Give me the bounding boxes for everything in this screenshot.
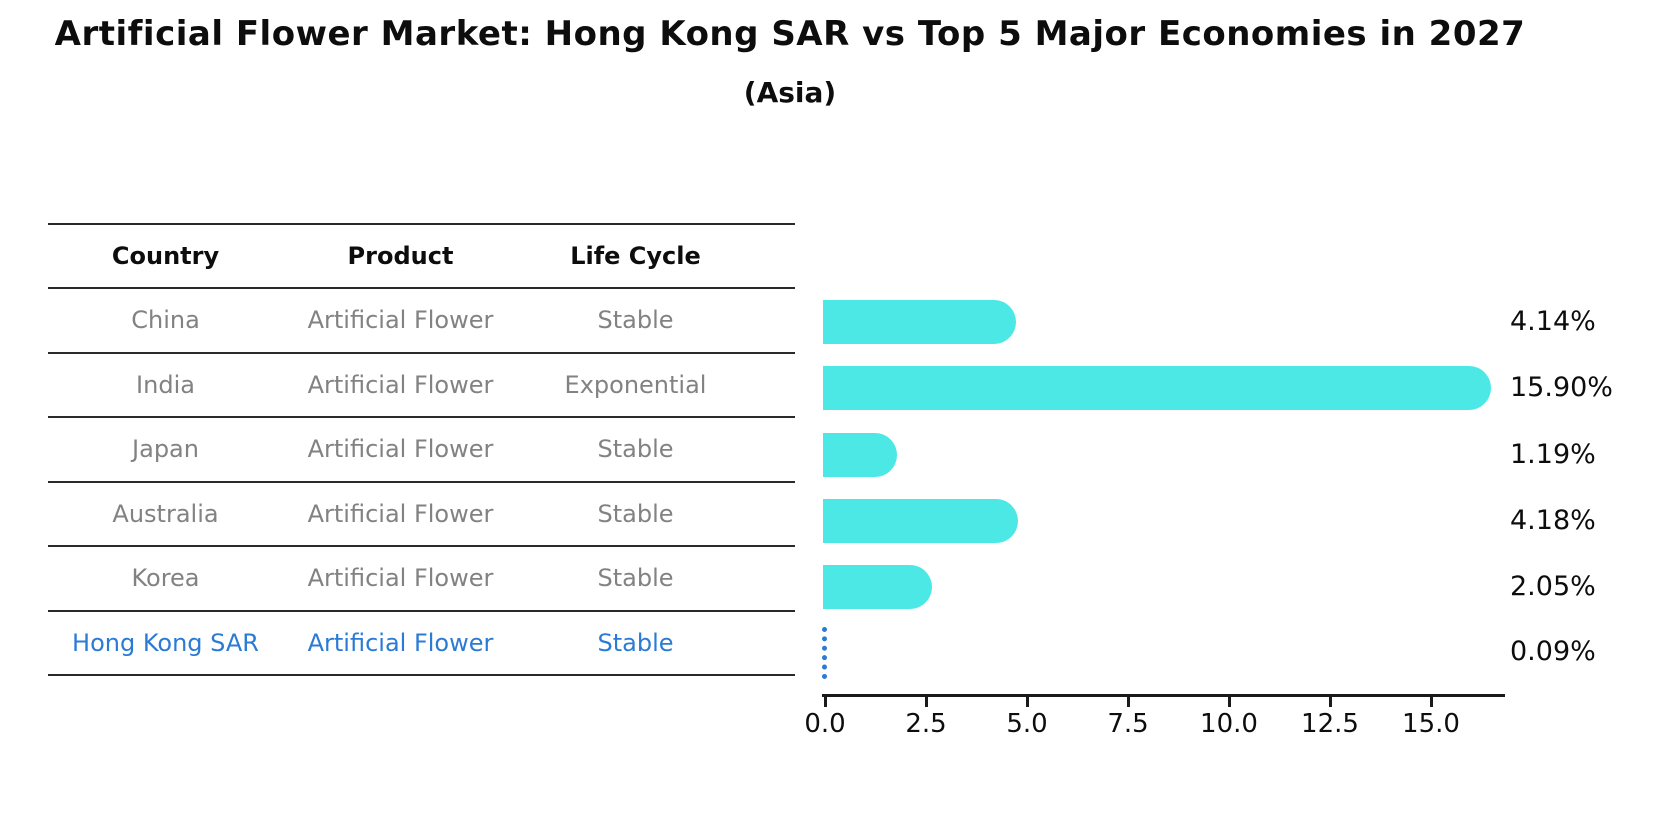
table-header-row: Country Product Life Cycle bbox=[48, 225, 795, 289]
bar-australia bbox=[823, 499, 1018, 543]
cell-product: Artificial Flower bbox=[307, 370, 494, 399]
table-row-china: China Artificial Flower Stable bbox=[48, 289, 795, 354]
cell-life-cycle: Stable bbox=[597, 564, 674, 593]
table-row-korea: Korea Artificial Flower Stable bbox=[48, 547, 795, 612]
cell-country: Japan bbox=[132, 435, 199, 464]
x-axis-tick-label: 5.0 bbox=[1006, 709, 1048, 739]
cell-country: Hong Kong SAR bbox=[72, 628, 259, 657]
value-label-china: 4.14% bbox=[1510, 306, 1596, 337]
bar-hong-kong-sar bbox=[822, 627, 827, 679]
x-axis-tick bbox=[1329, 697, 1332, 707]
column-header-country: Country bbox=[111, 242, 220, 270]
cell-product: Artificial Flower bbox=[307, 628, 494, 657]
value-label-hong-kong-sar: 0.09% bbox=[1510, 636, 1596, 667]
cell-life-cycle: Stable bbox=[597, 628, 674, 657]
value-label-india: 15.90% bbox=[1510, 372, 1613, 403]
column-header-life-cycle: Life Cycle bbox=[570, 242, 701, 270]
table-row-india: India Artificial Flower Exponential bbox=[48, 354, 795, 418]
cell-country: China bbox=[131, 306, 200, 335]
cell-life-cycle: Exponential bbox=[564, 370, 707, 399]
table-row-japan: Japan Artificial Flower Stable bbox=[48, 418, 795, 483]
cell-life-cycle: Stable bbox=[597, 499, 674, 528]
cell-product: Artificial Flower bbox=[307, 499, 494, 528]
country-table: Country Product Life Cycle China Artific… bbox=[48, 223, 795, 676]
x-axis-tick bbox=[1228, 697, 1231, 707]
cell-life-cycle: Stable bbox=[597, 435, 674, 464]
chart-title: Artificial Flower Market: Hong Kong SAR … bbox=[54, 14, 1526, 54]
table-row-hong-kong-sar: Hong Kong SAR Artificial Flower Stable bbox=[48, 612, 795, 676]
column-header-product: Product bbox=[347, 242, 454, 270]
x-axis-tick bbox=[1430, 697, 1433, 707]
x-axis-tick-label: 15.0 bbox=[1402, 709, 1460, 739]
x-axis-tick-label: 10.0 bbox=[1200, 709, 1258, 739]
chart-subtitle: (Asia) bbox=[743, 76, 837, 109]
cell-product: Artificial Flower bbox=[307, 435, 494, 464]
table-row-australia: Australia Artificial Flower Stable bbox=[48, 483, 795, 547]
bar-india bbox=[823, 366, 1491, 410]
value-label-korea: 2.05% bbox=[1510, 571, 1596, 602]
x-axis-tick-label: 12.5 bbox=[1301, 709, 1359, 739]
value-label-australia: 4.18% bbox=[1510, 505, 1596, 536]
x-axis-tick-label: 2.5 bbox=[905, 709, 947, 739]
cell-country: Australia bbox=[112, 499, 219, 528]
cell-product: Artificial Flower bbox=[307, 306, 494, 335]
x-axis-tick-label: 0.0 bbox=[804, 709, 846, 739]
x-axis-tick bbox=[1127, 697, 1130, 707]
value-label-japan: 1.19% bbox=[1510, 439, 1596, 470]
cell-country: India bbox=[136, 370, 195, 399]
x-axis-tick bbox=[925, 697, 928, 707]
bar-japan bbox=[823, 433, 897, 477]
x-axis-tick bbox=[824, 697, 827, 707]
cell-product: Artificial Flower bbox=[307, 564, 494, 593]
bar-china bbox=[823, 300, 1016, 344]
cell-life-cycle: Stable bbox=[597, 306, 674, 335]
x-axis-tick-label: 7.5 bbox=[1107, 709, 1149, 739]
bar-korea bbox=[823, 565, 932, 609]
cell-country: Korea bbox=[131, 564, 200, 593]
x-axis-spine bbox=[822, 694, 1505, 697]
x-axis-tick bbox=[1026, 697, 1029, 707]
